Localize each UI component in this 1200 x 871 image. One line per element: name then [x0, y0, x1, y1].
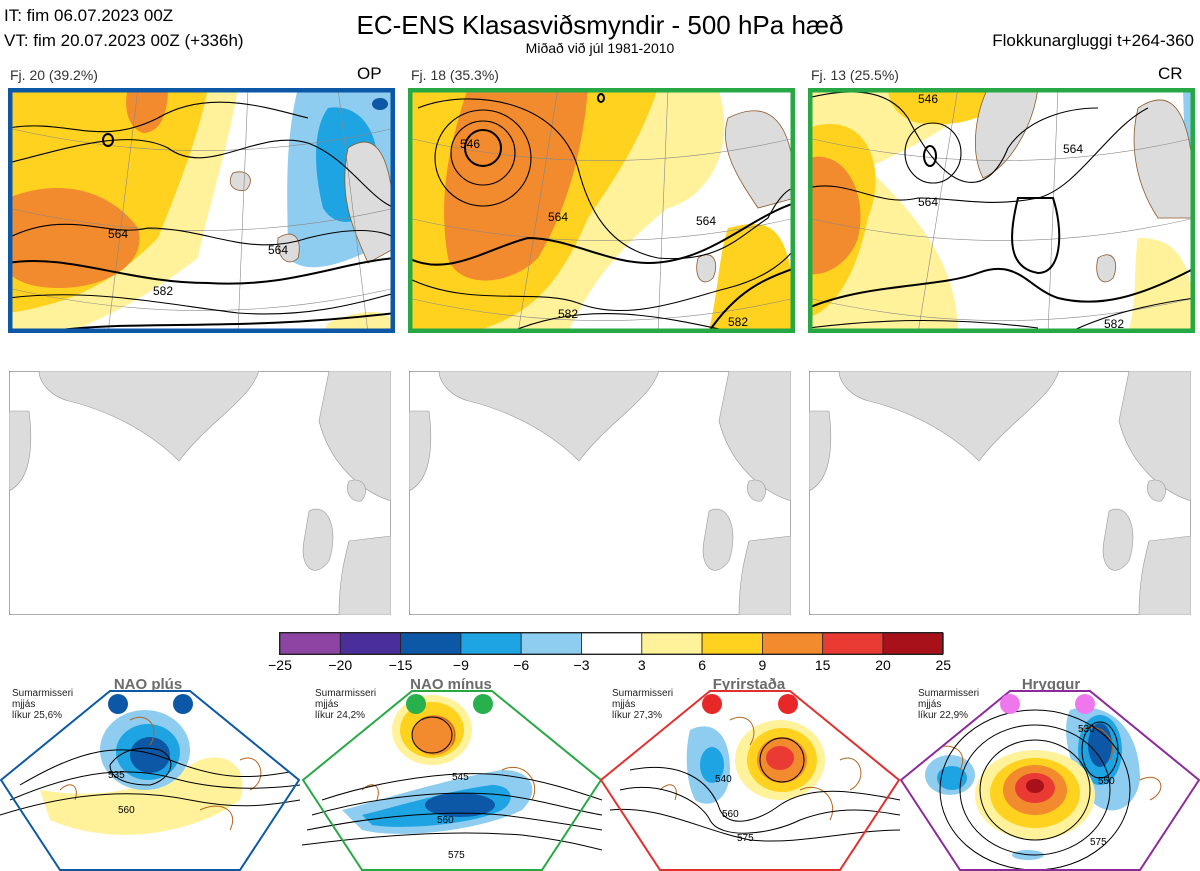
regime-3-contour-575: 575: [737, 833, 754, 844]
contour-label-582b: 582: [728, 315, 748, 329]
anomaly-shading: [808, 88, 1195, 333]
colorbar-cell: [339, 632, 401, 655]
regime-2-contour-545: 545: [452, 772, 469, 783]
cluster-2-caption: Fj. 18 (35.3%): [411, 67, 499, 83]
regime-2-title: NAO mínus: [410, 676, 492, 693]
colorbar-label: 15: [814, 657, 831, 673]
cluster-2-frame: [408, 88, 795, 333]
regime-3-title: Fyrirstaða: [712, 676, 786, 693]
regime-2-info: Sumarmisseri mjjás líkur 24,2%: [315, 688, 376, 721]
colorbar-cell: [701, 632, 763, 655]
cluster-3-map: 546 564 564 582: [808, 88, 1195, 333]
regime-1-map: 535 560: [0, 690, 300, 871]
cluster-1-frame: [8, 88, 395, 333]
regime-4-contour-530: 530: [1078, 724, 1095, 735]
regime-1-probability: líkur 25,6%: [12, 710, 63, 721]
cluster-1-caption: Fj. 20 (39.2%): [10, 67, 98, 83]
colorbar-cell: [822, 632, 884, 655]
colorbar-cell: [761, 632, 824, 655]
colorbar: [279, 632, 944, 655]
land-masses: [975, 88, 1195, 283]
cluster-2-map: 546 564 564 582 582: [408, 88, 795, 333]
regime-1-season: Sumarmisseri: [12, 688, 74, 699]
cluster-1-map: 564 582 564: [8, 88, 395, 333]
regime-4-smoothing: mjjás: [918, 699, 942, 710]
graticule: [8, 88, 395, 333]
cluster-3-caption: Fj. 13 (25.5%): [811, 67, 899, 83]
regime-4-contour-575: 575: [1090, 837, 1107, 848]
contour-label-582: 582: [1104, 317, 1124, 331]
regime-4-title: Hryggur: [1021, 676, 1081, 693]
colorbar-cell: [400, 632, 462, 655]
regime-1-title: NAO plús: [113, 676, 183, 693]
empty-map-3: [809, 371, 1191, 615]
regime-2-probability: líkur 24,2%: [315, 710, 366, 721]
init-time: IT: fim 06.07.2023 00Z: [4, 6, 174, 25]
classification-window: Flokkunargluggi t+264-360: [992, 31, 1194, 50]
regime-4-map: 530 550 575: [900, 690, 1200, 871]
regime-4-info: Sumarmisseri mjjás líkur 22,9%: [918, 688, 979, 721]
colorbar-cell: [520, 632, 582, 655]
contour-label-582: 582: [153, 284, 173, 298]
valid-time: VT: fim 20.07.2023 00Z (+336h): [4, 31, 244, 50]
regime-2-contour-560: 560: [437, 815, 454, 826]
empty-map-2: [409, 371, 791, 615]
regime-1-info: Sumarmisseri mjjás líkur 25,6%: [12, 688, 73, 721]
colorbar-label: 25: [935, 657, 952, 673]
contour-label-564b: 564: [696, 214, 716, 228]
regime-2-season: Sumarmisseri: [315, 688, 377, 699]
colorbar-cell: [581, 632, 643, 655]
contour-label-564: 564: [548, 210, 568, 224]
regime-3-map: 540 560 575: [600, 690, 900, 871]
cluster-3-frame: [808, 88, 1195, 333]
regime-4-contour-550: 550: [1098, 776, 1115, 787]
height-contours: [808, 91, 1195, 333]
colorbar-label: −15: [388, 657, 413, 673]
contour-label-564: 564: [918, 195, 938, 209]
contour-label-564b: 564: [1063, 142, 1083, 156]
regime-4-probability: líkur 22,9%: [918, 710, 969, 721]
regime-2-map: 545 560 575: [302, 690, 602, 871]
colorbar-label: −20: [328, 657, 353, 673]
colorbar-label: −25: [268, 657, 292, 673]
regime-4-season: Sumarmisseri: [918, 688, 980, 699]
regime-3-season: Sumarmisseri: [612, 688, 674, 699]
colorbar-label: 9: [758, 657, 767, 673]
regime-3-probability: líkur 27,3%: [612, 710, 663, 721]
contour-label-582: 582: [558, 307, 578, 321]
colorbar-label: −6: [513, 657, 530, 673]
regime-1-contour-560: 560: [118, 805, 135, 816]
regime-2-smoothing: mjjás: [315, 699, 339, 710]
colorbar-label: 3: [637, 657, 646, 673]
colorbar-label: 6: [698, 657, 706, 673]
anomaly-shading: [408, 88, 795, 333]
regime-1-smoothing: mjjás: [12, 699, 36, 710]
regime-3-smoothing: mjjás: [612, 699, 636, 710]
chart-subtitle: Miðað við júl 1981-2010: [525, 40, 675, 56]
colorbar-label: −3: [573, 657, 590, 673]
colorbar-label: 20: [875, 657, 891, 673]
contour-label-546: 546: [460, 137, 480, 151]
cluster-3-tag: CR: [1158, 64, 1183, 83]
regime-3-contour-560: 560: [722, 809, 739, 820]
colorbar-cell: [882, 632, 944, 655]
colorbar-cell: [641, 632, 703, 655]
chart-title: EC-ENS Klasasviðsmyndir - 500 hPa hæð: [356, 10, 844, 40]
empty-map-1: [9, 371, 391, 615]
colorbar-cell: [279, 632, 341, 655]
graticule: [408, 88, 795, 333]
contour-label-564: 564: [108, 227, 128, 241]
regime-1-contour-535: 535: [108, 770, 125, 781]
cluster-1-tag: OP: [357, 64, 382, 83]
contour-label-546: 546: [918, 92, 938, 106]
colorbar-cell: [460, 632, 522, 655]
regime-2-contour-575: 575: [448, 850, 465, 861]
height-contours: [408, 93, 795, 333]
contour-label-564b: 564: [268, 243, 288, 257]
regime-3-info: Sumarmisseri mjjás líkur 27,3%: [612, 688, 673, 721]
land-masses: [696, 110, 795, 283]
regime-3-contour-540: 540: [715, 774, 732, 785]
colorbar-label: −9: [452, 657, 469, 673]
